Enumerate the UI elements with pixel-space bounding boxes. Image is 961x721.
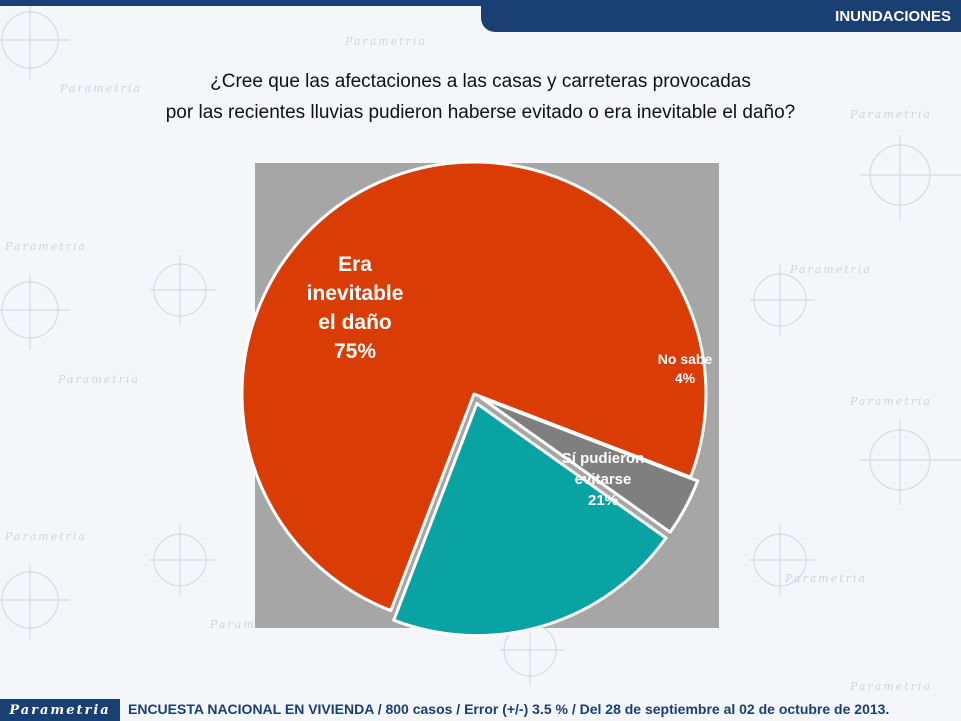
section-title-text: INUNDACIONES xyxy=(835,7,951,25)
slice-label-si-pudieron-line-1: Sí pudieron xyxy=(561,450,645,467)
top-strip xyxy=(0,0,961,6)
slice-label-inevitable-value: 75% xyxy=(333,340,377,363)
pie-slice-no-sabe xyxy=(479,396,700,534)
slice-label-no-sabe: No sabe 4% xyxy=(640,350,730,388)
slice-label-inevitable-line-1: Era xyxy=(338,253,372,276)
slice-label-si-pudieron-line-2: evitarse xyxy=(574,471,632,488)
question-text: ¿Cree que las afectaciones a las casas y… xyxy=(0,66,961,128)
section-title: INUNDACIONES xyxy=(481,0,961,32)
slice-label-no-sabe-line-1: No sabe xyxy=(657,351,713,367)
question-line-1: ¿Cree que las afectaciones a las casas y… xyxy=(210,71,751,92)
footer-logo: Parametria xyxy=(0,699,120,721)
pie-slice-si-pudieron xyxy=(392,402,668,638)
footer: Parametria ENCUESTA NACIONAL EN VIVIENDA… xyxy=(0,699,961,721)
slice-label-inevitable-line-3: el daño xyxy=(318,311,392,334)
slice-label-inevitable-line-2: inevitable xyxy=(306,282,404,305)
slice-label-no-sabe-value: 4% xyxy=(674,370,696,386)
pie-slice-inevitable xyxy=(240,160,708,613)
slice-label-si-pudieron-value: 21% xyxy=(587,492,619,509)
slice-label-inevitable: Era inevitable el daño 75% xyxy=(290,250,420,366)
question-line-2: por las recientes lluvias pudieron haber… xyxy=(165,102,796,123)
footer-survey-info: ENCUESTA NACIONAL EN VIVIENDA / 800 caso… xyxy=(128,701,890,717)
slice-label-si-pudieron: Sí pudieron evitarse 21% xyxy=(538,448,668,511)
